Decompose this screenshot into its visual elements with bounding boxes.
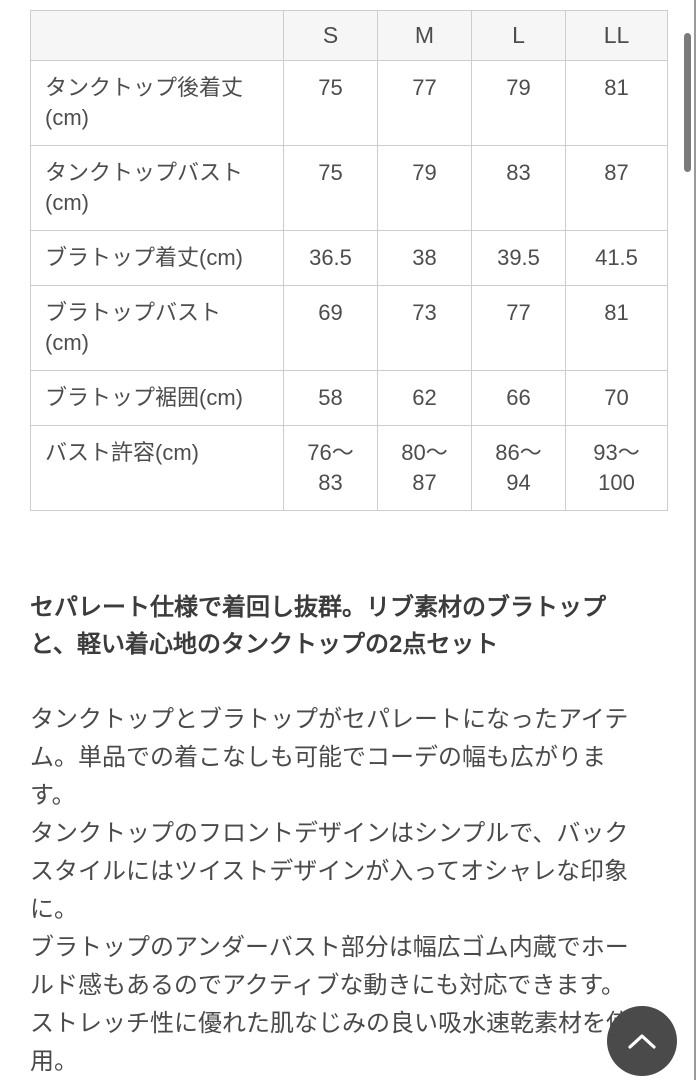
size-row-label: ブラトップ裾囲(cm) (30, 370, 284, 426)
scroll-to-top-button[interactable] (607, 1006, 677, 1076)
table-row: ブラトップ着丈(cm) 36.5 38 39.5 41.5 (30, 230, 668, 286)
table-row: タンクトップバスト (cm) 75 79 83 87 (30, 145, 668, 231)
table-row: タンクトップ後着丈 (cm) 75 77 79 81 (30, 60, 668, 146)
size-cell: 79 (377, 145, 472, 231)
table-row: ブラトップ裾囲(cm) 58 62 66 70 (30, 370, 668, 426)
size-cell: 86〜 94 (471, 425, 566, 511)
size-column-l: L (471, 10, 566, 61)
size-column-s: S (283, 10, 378, 61)
size-cell: 83 (471, 145, 566, 231)
chevron-up-icon (627, 1033, 657, 1050)
size-row-label: タンクトップバスト (cm) (30, 145, 284, 231)
size-table-header-row: S M L LL (30, 10, 668, 61)
size-cell: 81 (565, 60, 668, 146)
size-cell: 76〜 83 (283, 425, 378, 511)
size-cell: 93〜 100 (565, 425, 668, 511)
size-cell: 77 (471, 285, 566, 371)
size-row-label: タンクトップ後着丈 (cm) (30, 60, 284, 146)
table-row: ブラトップバスト (cm) 69 73 77 81 (30, 285, 668, 371)
size-cell: 73 (377, 285, 472, 371)
product-headline: セパレート仕様で着回し抜群。リブ素材のブラトップ と、軽い着心地のタンクトップの… (30, 594, 606, 658)
size-cell: 80〜 87 (377, 425, 472, 511)
size-row-label: ブラトップ着丈(cm) (30, 230, 284, 286)
size-cell: 62 (377, 370, 472, 426)
size-cell: 79 (471, 60, 566, 146)
table-row: バスト許容(cm) 76〜 83 80〜 87 86〜 94 93〜 100 (30, 425, 668, 511)
size-cell: 87 (565, 145, 668, 231)
size-cell: 81 (565, 285, 668, 371)
size-cell: 69 (283, 285, 378, 371)
size-row-label: バスト許容(cm) (30, 425, 284, 511)
size-column-ll: LL (565, 10, 668, 61)
size-column-m: M (377, 10, 472, 61)
size-cell: 36.5 (283, 230, 378, 286)
product-description: タンクトップとブラトップがセパレートになったアイテ ム。単品での着こなしも可能で… (30, 706, 630, 1075)
screen-edge-divider (694, 0, 696, 1080)
size-cell: 39.5 (471, 230, 566, 286)
size-cell: 77 (377, 60, 472, 146)
size-cell: 58 (283, 370, 378, 426)
size-table-corner-cell (30, 10, 284, 61)
size-row-label: ブラトップバスト (cm) (30, 285, 284, 371)
size-cell: 75 (283, 60, 378, 146)
size-cell: 41.5 (565, 230, 668, 286)
size-cell: 38 (377, 230, 472, 286)
size-cell: 70 (565, 370, 668, 426)
size-cell: 66 (471, 370, 566, 426)
size-spec-table: S M L LL タンクトップ後着丈 (cm) 75 77 79 81 タンクト… (30, 10, 668, 511)
scrollbar-thumb[interactable] (684, 33, 691, 172)
size-cell: 75 (283, 145, 378, 231)
